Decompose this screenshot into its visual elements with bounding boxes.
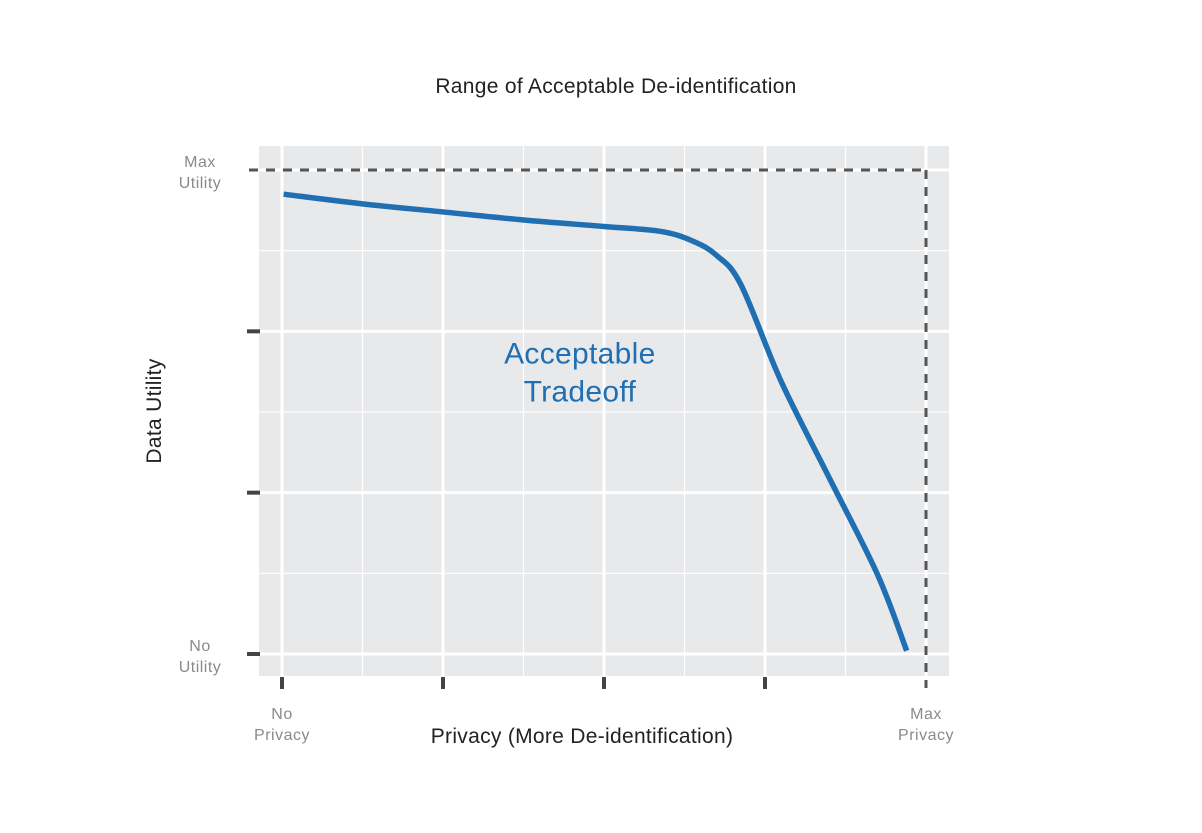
tick-labels: No Privacy Max Privacy Max Utility No Utility <box>179 154 954 744</box>
x-tick-label-line: No <box>271 706 292 723</box>
annotation-line: Acceptable <box>504 338 655 371</box>
annotation-line: Tradeoff <box>524 376 637 409</box>
x-axis-title: Privacy (More De-identification) <box>431 725 734 748</box>
chart-title: Range of Acceptable De-identification <box>435 75 796 98</box>
x-tick-label-line: Privacy <box>254 727 310 744</box>
axis-ticks <box>247 329 767 689</box>
annotation-acceptable-tradeoff: Acceptable Tradeoff <box>504 338 655 409</box>
y-tick-label: Max Utility <box>179 154 222 192</box>
series-layer <box>283 191 910 652</box>
x-tick-label: No Privacy <box>254 706 310 744</box>
y-tick-label-line: Utility <box>179 659 222 676</box>
x-tick-label: Max Privacy <box>898 706 954 744</box>
annotation-layer: Acceptable Tradeoff <box>504 338 655 409</box>
x-tick-label-line: Max <box>910 706 942 723</box>
x-tick-label-line: Privacy <box>898 727 954 744</box>
y-tick-label: No Utility <box>179 638 222 676</box>
y-tick-label-line: Max <box>184 154 216 171</box>
y-tick-label-line: No <box>189 638 210 655</box>
tradeoff-curve <box>283 191 910 652</box>
y-axis-title: Data Utility <box>143 358 166 463</box>
y-tick-label-line: Utility <box>179 175 222 192</box>
bounds <box>249 168 928 688</box>
grid <box>259 146 949 676</box>
